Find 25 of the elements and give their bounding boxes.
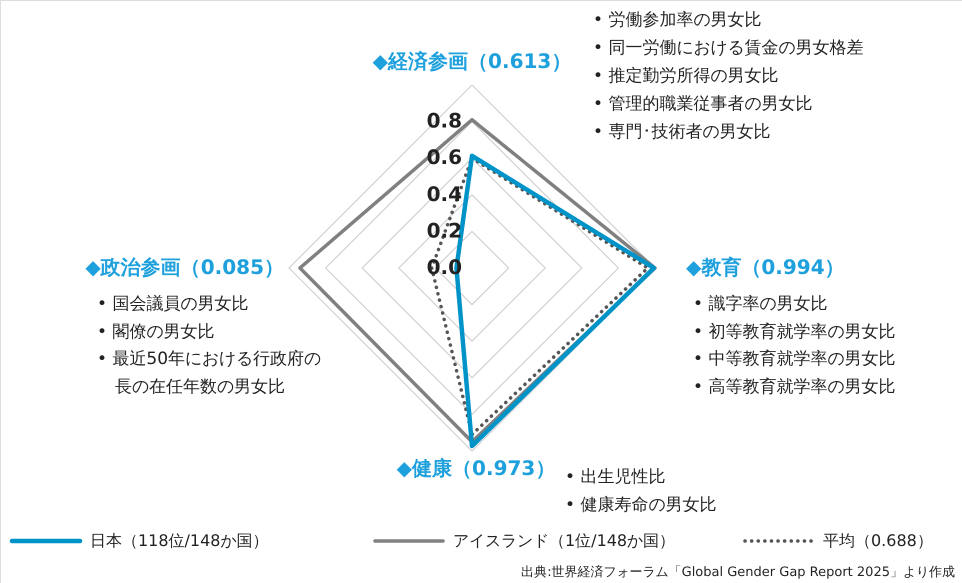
text: • 閣僚の男女比 (97, 322, 214, 342)
spoke-label: ◆教育（0.994） (686, 255, 845, 279)
y-tick-label: 0.6 (426, 145, 462, 170)
text: • 最近50年における行政府の長の在任年数の男女比 (97, 349, 322, 397)
y-tick-label: 0.8 (426, 108, 462, 133)
text: • 出生児性比 (565, 467, 666, 487)
text: • 中等教育就学率の男女比 (693, 349, 896, 369)
y-tick-label: 0.4 (426, 182, 462, 206)
legend-label: 日本（118位/148か国） (90, 531, 268, 550)
text: • 専門･技術者の男女比 (593, 122, 770, 142)
text: • 推定勤労所得の男女比 (593, 66, 778, 86)
spoke-label: ◆健康（0.973） (396, 456, 556, 480)
text: • 労働参加率の男女比 (593, 10, 762, 30)
spoke-label: ◆経済参画（0.613） (372, 49, 572, 73)
source-note: 出典:世界経済フォーラム「Global Gender Gap Report 2025」より作成 (521, 564, 955, 580)
spoke-label: ◆政治参画（0.085） (85, 255, 284, 279)
text: • 識字率の男女比 (693, 294, 828, 314)
text: • 同一労働における賃金の男女格差 (593, 38, 864, 58)
text: • 高等教育就学率の男女比 (693, 377, 896, 397)
text: • 初等教育就学率の男女比 (693, 322, 896, 342)
text: • 健康寿命の男女比 (565, 495, 716, 515)
text: • 管理的職業従事者の男女比 (593, 94, 812, 114)
text: • 国会議員の男女比 (97, 294, 248, 314)
legend-label: 平均（0.688） (823, 531, 933, 550)
legend-label: アイスランド（1位/148か国） (453, 531, 676, 550)
